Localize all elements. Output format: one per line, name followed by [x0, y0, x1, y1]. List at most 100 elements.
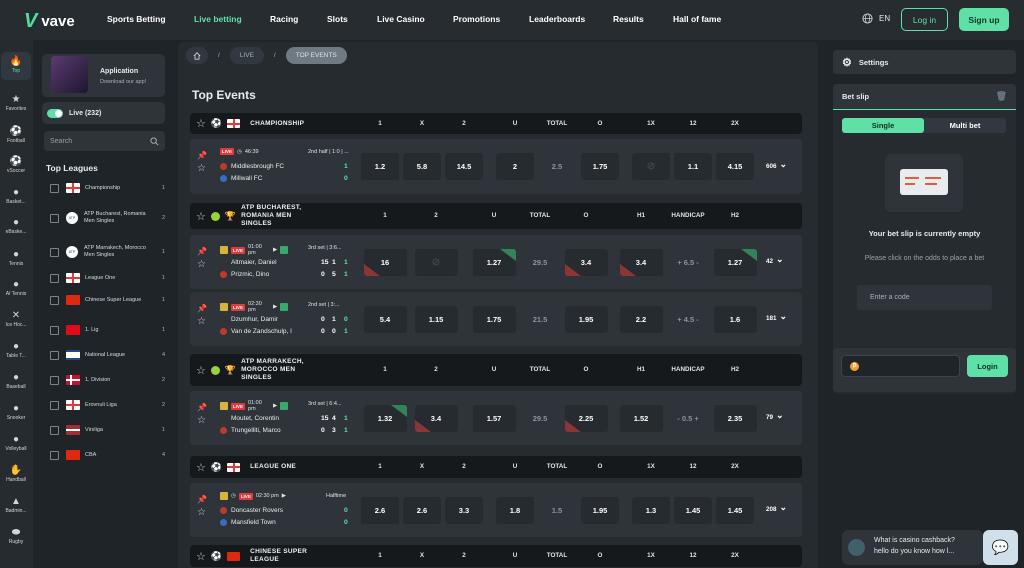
league-checkbox[interactable] [50, 213, 59, 223]
promo-code-input[interactable]: Enter a code [857, 285, 992, 310]
odds-button[interactable]: 1.27 [472, 249, 516, 276]
league-item[interactable]: Erovnuli Liga 2 [50, 400, 165, 410]
app-download-card[interactable]: Application Download our app! [42, 54, 165, 97]
home-crumb[interactable] [186, 47, 208, 64]
league-item[interactable]: 1. Division 2 [50, 375, 165, 385]
chat-bubble-icon[interactable]: 💬 [983, 530, 1018, 565]
league-checkbox[interactable] [50, 273, 59, 283]
nav-slots[interactable]: Slots [327, 14, 348, 24]
league-item[interactable]: League One 1 [50, 273, 165, 283]
nav-promotions[interactable]: Promotions [453, 14, 501, 24]
video-icon[interactable]: ▶ [273, 403, 278, 409]
odds-button[interactable]: 1.1 [674, 153, 712, 180]
rail-item-vsoccer[interactable]: ⚽ vSoccer [1, 152, 31, 180]
event-row[interactable]: 📌 ☆ LIVE 01:00 pm ▶ 3rd set | 6:4... Moutet, C… [190, 391, 802, 445]
odds-button[interactable]: 16 [363, 249, 407, 276]
event-row[interactable]: 📌 ☆ LIVE 01:00 pm ▶ 3rd set | 3:6... Altmaier,… [190, 235, 802, 289]
nav-sports-betting[interactable]: Sports Betting [107, 14, 166, 24]
league-item[interactable]: 1. Lig 1 [50, 325, 165, 335]
event-row[interactable]: 📌 ☆ LIVE 02:30 pm ▶ 2nd set | 3:... Dzumhur, D… [190, 292, 802, 346]
star-icon[interactable]: ☆ [197, 316, 206, 327]
star-icon[interactable]: ☆ [197, 415, 206, 426]
crumb-top-events[interactable]: TOP EVENTS [285, 47, 347, 64]
odds-button[interactable]: 2 [496, 153, 534, 180]
nav-live-casino[interactable]: Live Casino [377, 14, 425, 24]
league-item[interactable]: CBA 4 [50, 450, 165, 460]
rail-item-favorites[interactable]: ★ Favorites [1, 90, 31, 118]
trash-icon[interactable]: 🗑 [995, 91, 1007, 101]
league-checkbox[interactable] [50, 450, 59, 460]
league-item[interactable]: National League 4 [50, 350, 165, 360]
stats-icon[interactable] [220, 246, 228, 254]
odds-button[interactable]: 5.8 [403, 153, 441, 180]
slip-login-button[interactable]: Login [967, 355, 1008, 377]
league-item[interactable]: Championship 1 [50, 183, 165, 193]
odds-button[interactable]: 5.4 [363, 306, 407, 333]
odds-button[interactable]: 1.6 [713, 306, 757, 333]
odds-button[interactable]: 2.35 [713, 405, 757, 432]
stats-icon[interactable] [220, 303, 228, 311]
pin-icon[interactable]: 📌 [197, 403, 207, 412]
league-checkbox[interactable] [50, 400, 59, 410]
odds-button[interactable]: 1.95 [581, 497, 619, 524]
nav-racing[interactable]: Racing [270, 14, 299, 24]
odds-button[interactable]: 1.52 [619, 405, 663, 432]
video-icon[interactable]: ▶ [273, 247, 278, 253]
more-markets-button[interactable]: 181 ⌄ [766, 311, 787, 322]
more-markets-button[interactable]: 42 ⌄ [766, 254, 784, 265]
star-icon[interactable]: ☆ [197, 259, 206, 270]
odds-button[interactable]: 1.8 [496, 497, 534, 524]
odds-button[interactable]: ⊘ [632, 153, 670, 180]
league-item[interactable]: ATP ATP Bucharest, Romania Men Singles 2 [50, 211, 165, 225]
stream-icon[interactable] [280, 303, 289, 311]
odds-button[interactable]: 3.4 [619, 249, 663, 276]
pin-icon[interactable]: 📌 [197, 247, 207, 256]
league-checkbox[interactable] [50, 375, 59, 385]
league-item[interactable]: ATP ATP Marrakech, Morocco Men Singles 1 [50, 245, 165, 259]
rail-item-badmin[interactable]: ▲ Badmin... [1, 492, 31, 520]
search-input[interactable]: Search [50, 137, 73, 145]
odds-button[interactable]: 1.45 [716, 497, 754, 524]
star-icon[interactable]: ☆ [197, 507, 206, 518]
odds-button[interactable]: 1.57 [472, 405, 516, 432]
odds-button[interactable]: 1.45 [674, 497, 712, 524]
rail-item-ebaske[interactable]: ● eBaske... [1, 213, 31, 241]
settings-bar[interactable]: ⚙ Settings [833, 50, 1016, 74]
nav-live-betting[interactable]: Live betting [194, 14, 242, 24]
video-icon[interactable]: ▶ [281, 493, 286, 499]
odds-button[interactable]: 2.6 [403, 497, 441, 524]
rail-item-volleyball[interactable]: ● Volleyball [1, 430, 31, 458]
star-icon[interactable]: ☆ [196, 118, 206, 130]
nav-hall-of-fame[interactable]: Hall of fame [673, 14, 722, 24]
stream-icon[interactable] [280, 246, 289, 254]
league-checkbox[interactable] [50, 183, 59, 193]
star-icon[interactable]: ☆ [197, 163, 206, 174]
crumb-live[interactable]: LIVE [229, 47, 264, 64]
odds-button[interactable]: 1.3 [632, 497, 670, 524]
stake-input[interactable]: ₿ [841, 355, 960, 377]
league-checkbox[interactable] [50, 295, 59, 305]
odds-button[interactable]: 2.6 [361, 497, 399, 524]
league-item[interactable]: Virsliga 1 [50, 425, 165, 435]
stats-icon[interactable] [220, 402, 228, 410]
odds-button[interactable]: ⊘ [414, 249, 458, 276]
language-selector[interactable]: EN [862, 13, 890, 24]
chat-preview[interactable]: What is casino cashback? hello do you kn… [842, 530, 983, 565]
pin-icon[interactable]: 📌 [197, 304, 207, 313]
league-search[interactable]: Search [44, 131, 165, 151]
star-icon[interactable]: ☆ [196, 550, 206, 563]
event-row[interactable]: 📌 ☆ LIVE ◷ 46:39 2nd half | 1:0 | ... Middlesb… [190, 139, 802, 194]
odds-button[interactable]: 14.5 [445, 153, 483, 180]
odds-button[interactable]: 1.27 [713, 249, 757, 276]
league-checkbox[interactable] [50, 350, 59, 360]
rail-item-basket[interactable]: ● Basket... [1, 183, 31, 211]
event-row[interactable]: 📌 ☆ ◷ LIVE 02:30 pm ▶ Halftime Doncaster Rovers… [190, 483, 802, 537]
star-icon[interactable]: ☆ [196, 461, 206, 474]
star-icon[interactable]: ☆ [196, 210, 206, 223]
more-markets-button[interactable]: 208 ⌄ [766, 502, 787, 513]
live-toggle-row[interactable]: Live (232) [42, 102, 165, 124]
pin-icon[interactable]: 📌 [197, 495, 207, 504]
odds-button[interactable]: 1.2 [361, 153, 399, 180]
odds-button[interactable]: 1.32 [363, 405, 407, 432]
stats-icon[interactable] [220, 492, 228, 500]
